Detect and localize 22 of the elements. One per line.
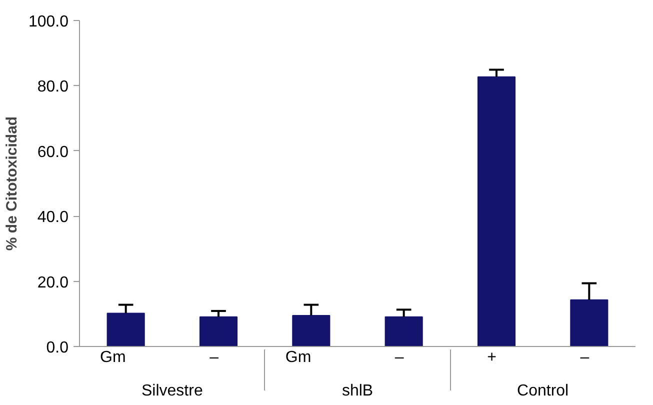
y-tick-label: 80.0 — [37, 78, 69, 96]
category-label: Gm — [100, 349, 126, 366]
y-axis-title: % de Citotoxicidad — [3, 116, 20, 251]
category-label: – — [210, 349, 219, 366]
y-tick-label: 60.0 — [37, 144, 69, 161]
bar — [292, 315, 330, 346]
y-tick-label: 0.0 — [46, 340, 69, 356]
bar — [477, 76, 516, 346]
y-tick-label: 40.0 — [37, 209, 69, 226]
category-label: + — [487, 349, 496, 366]
category-label: – — [580, 349, 590, 366]
bar — [570, 299, 608, 346]
bar — [106, 312, 145, 346]
category-label: Control — [517, 382, 569, 400]
y-tick-label: 20.0 — [37, 274, 69, 292]
y-tick-label: 100.0 — [28, 14, 69, 30]
bar — [384, 316, 423, 346]
bar — [199, 316, 238, 346]
category-label: – — [394, 349, 404, 366]
category-label: shlB — [342, 382, 374, 400]
category-label: Silvestre — [141, 382, 203, 400]
category-label: Gm — [285, 349, 312, 366]
